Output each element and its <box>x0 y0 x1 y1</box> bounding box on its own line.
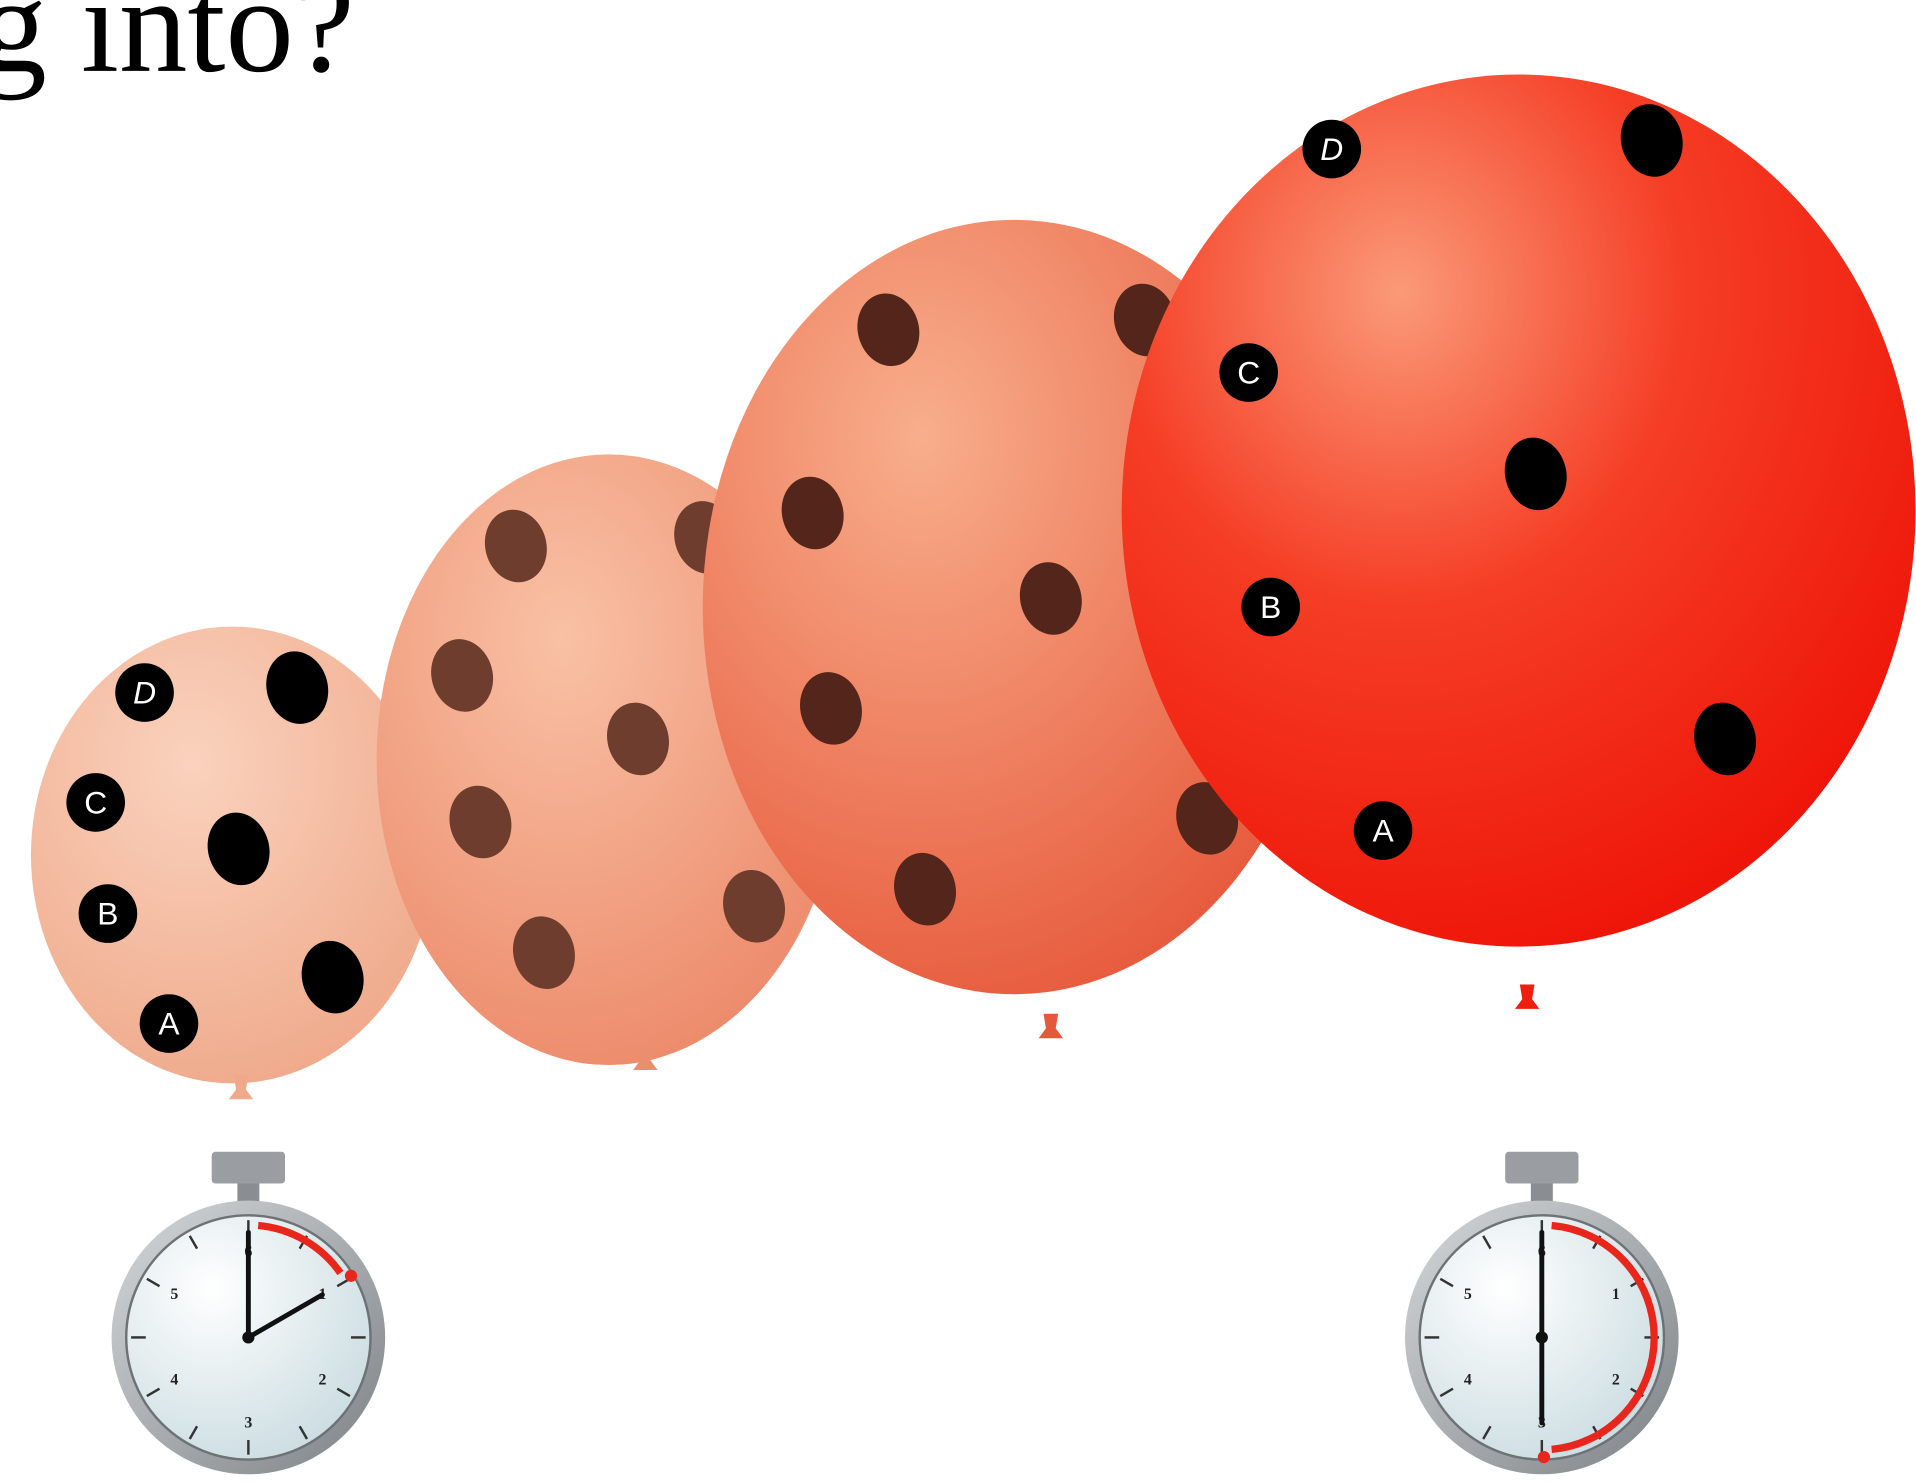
point-label: D <box>1320 131 1343 167</box>
crown <box>212 1152 285 1184</box>
point-label: A <box>158 1006 180 1042</box>
balloon: D C B A <box>31 627 434 1100</box>
point-label: C <box>1237 355 1260 391</box>
balloon-knot <box>1039 1014 1063 1038</box>
stopwatch: 612345 <box>112 1152 386 1474</box>
stopwatch: 612345 <box>1405 1152 1679 1474</box>
dial-number: 4 <box>1464 1372 1472 1389</box>
hub <box>1536 1331 1548 1343</box>
crown <box>1505 1152 1578 1184</box>
point-label: B <box>97 896 118 932</box>
arrow-head <box>345 1270 357 1282</box>
balloon-knot <box>1515 984 1539 1008</box>
dial-number: 2 <box>318 1372 326 1389</box>
title: g into? <box>0 0 355 101</box>
balloons: D C B A D C B A <box>31 75 1916 1100</box>
dial-number: 5 <box>1464 1286 1472 1303</box>
point-label: A <box>1372 813 1394 849</box>
point-label: C <box>84 784 107 820</box>
point-label: D <box>133 675 156 711</box>
dial-number: 4 <box>170 1372 178 1389</box>
arrow-head <box>1538 1451 1550 1463</box>
point-label: B <box>1260 589 1281 625</box>
stopwatches: 612345612345 <box>112 1152 1679 1474</box>
dial-number: 2 <box>1612 1372 1620 1389</box>
balloon-body <box>1122 75 1916 947</box>
hub <box>242 1331 254 1343</box>
dial-number: 3 <box>244 1414 252 1431</box>
dial-number: 5 <box>170 1286 178 1303</box>
dial-number: 1 <box>1612 1286 1620 1303</box>
page: {"title": "g into?", "balloons": [ {"lab… <box>0 0 1916 1484</box>
illustration: g into? DCBADCBA 612345612345 <box>0 0 1916 1484</box>
